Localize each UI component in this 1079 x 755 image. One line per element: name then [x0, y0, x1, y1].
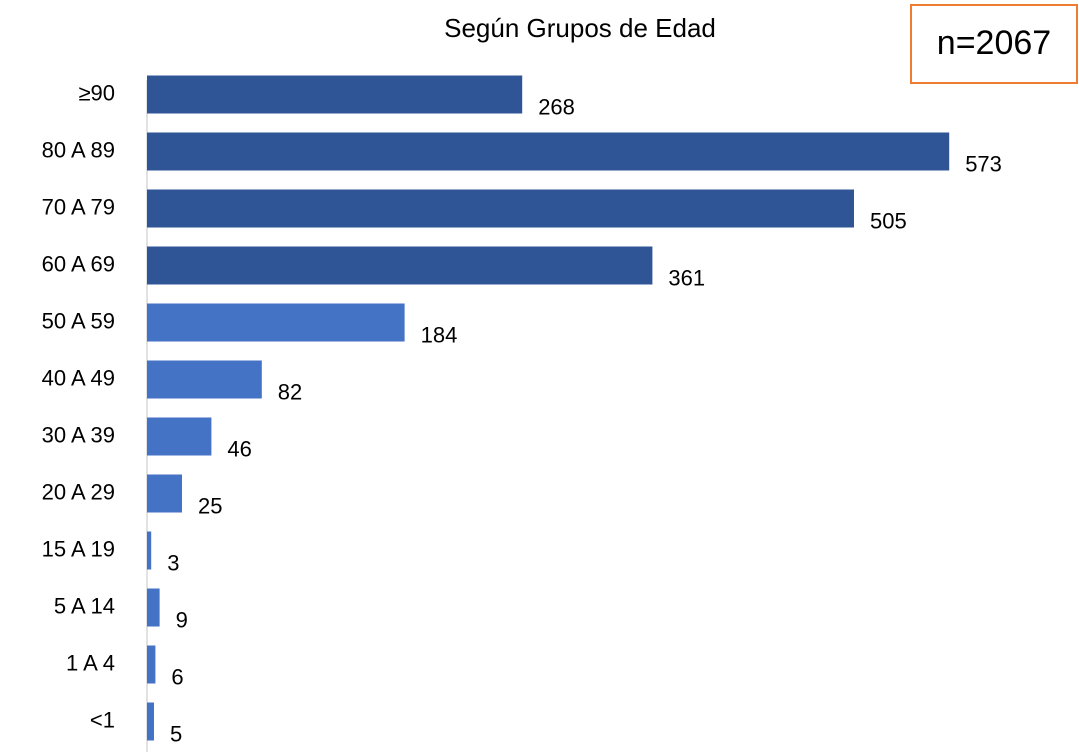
y-tick-label: 15 A 19 [42, 536, 115, 561]
y-tick-label: 70 A 79 [42, 194, 115, 219]
data-label: 573 [965, 151, 1002, 176]
data-label: 505 [870, 208, 907, 233]
y-tick-label: 50 A 59 [42, 308, 115, 333]
data-label: 82 [278, 379, 302, 404]
data-label: 6 [171, 664, 183, 689]
bar [147, 474, 182, 513]
annotation-box [910, 4, 1078, 84]
y-tick-label: 5 A 14 [54, 593, 115, 618]
data-label: 361 [668, 265, 705, 290]
y-tick-label: <1 [90, 707, 115, 732]
y-tick-label: 60 A 69 [42, 251, 115, 276]
y-tick-label: 80 A 89 [42, 137, 115, 162]
data-label: 184 [421, 322, 458, 347]
data-label: 46 [227, 436, 251, 461]
bar [147, 702, 154, 741]
data-label: 268 [538, 94, 575, 119]
data-label: 5 [170, 721, 182, 746]
bar [147, 588, 160, 627]
bar [147, 645, 156, 684]
bar [147, 189, 854, 228]
data-label: 3 [167, 550, 179, 575]
annotation: n=2067 [937, 24, 1051, 62]
bar [147, 360, 262, 399]
bar [147, 531, 152, 570]
data-label: 25 [198, 493, 222, 518]
chart-title: Según Grupos de Edad [444, 13, 716, 43]
bar [147, 246, 653, 285]
bar [147, 303, 405, 342]
y-tick-label: ≥90 [78, 80, 115, 105]
bar [147, 132, 950, 171]
bar [147, 417, 212, 456]
bar [147, 75, 523, 114]
y-tick-label: 30 A 39 [42, 422, 115, 447]
y-tick-label: 1 A 4 [66, 650, 115, 675]
data-label: 9 [176, 607, 188, 632]
y-tick-label: 20 A 29 [42, 479, 115, 504]
y-tick-label: 40 A 49 [42, 365, 115, 390]
